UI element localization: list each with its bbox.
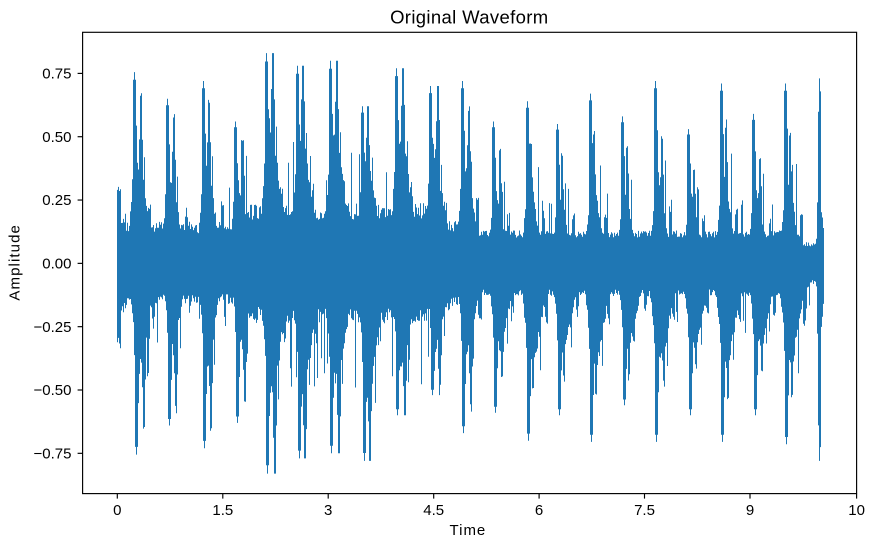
svg-text:−0.50: −0.50	[34, 382, 72, 399]
svg-text:0.00: 0.00	[42, 256, 71, 273]
svg-text:0.25: 0.25	[42, 192, 71, 209]
svg-text:9: 9	[746, 502, 754, 519]
svg-text:0.75: 0.75	[42, 66, 71, 83]
svg-text:1.5: 1.5	[212, 502, 233, 519]
svg-text:0: 0	[113, 502, 121, 519]
svg-text:Original Waveform: Original Waveform	[390, 7, 548, 28]
svg-text:−0.25: −0.25	[34, 319, 72, 336]
svg-text:10: 10	[848, 502, 865, 519]
svg-text:6: 6	[535, 502, 543, 519]
svg-text:−0.75: −0.75	[34, 446, 72, 463]
svg-text:4.5: 4.5	[423, 502, 444, 519]
svg-text:0.50: 0.50	[42, 129, 71, 146]
svg-text:3: 3	[324, 502, 332, 519]
svg-text:Time: Time	[450, 522, 487, 539]
svg-text:Amplitude: Amplitude	[7, 224, 24, 301]
svg-text:7.5: 7.5	[634, 502, 655, 519]
